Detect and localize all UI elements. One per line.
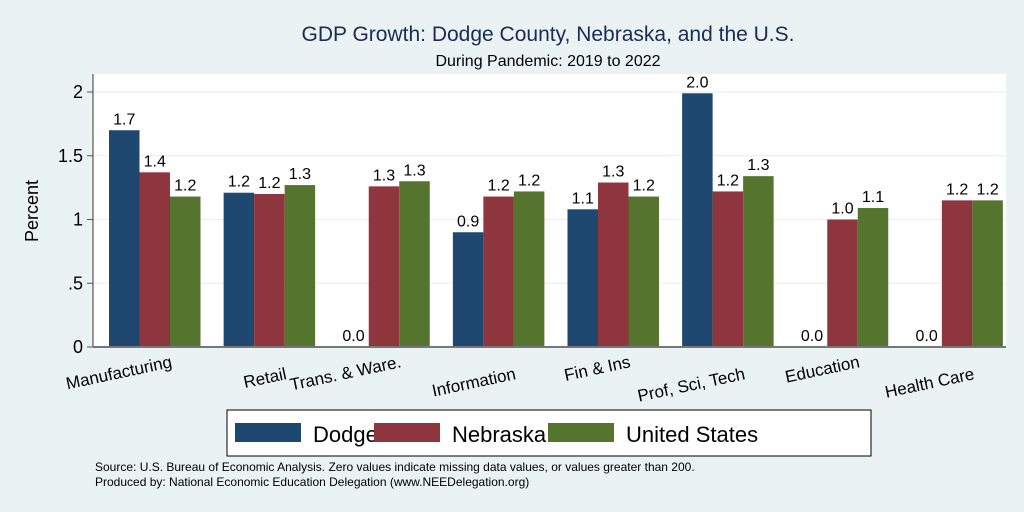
bar-value-label: 1.2 [488,178,510,195]
bar-value-label: 1.3 [403,162,425,179]
bar-united-states [743,176,774,347]
y-tick-label: 2 [73,82,83,102]
y-tick-label: .5 [68,273,83,293]
bar-value-label: 1.2 [174,178,196,195]
source-note: Source: U.S. Bureau of Economic Analysis… [95,460,695,474]
bar-labels: 1.7 1.4 1.2 1.2 1.2 1.3 0.0 1.3 1.3 0.9 1.2 1.2 1.1 1… [113,74,999,345]
bar-value-label: 1.1 [862,189,884,206]
bar-value-label: 1.2 [946,181,968,198]
x-category-label: Manufacturing [64,352,173,393]
bar-value-label: 1.2 [228,174,250,191]
legend-label: Nebraska [452,422,547,447]
y-tick-label: 1 [73,210,83,230]
bar-value-label: 1.0 [831,201,853,218]
x-category-label: Health Care [883,364,976,401]
bar-value-label: 1.2 [977,181,999,198]
bar-united-states [857,208,889,347]
bar-value-label: 0.9 [457,213,479,230]
bar-value-label: 0.0 [801,328,823,345]
bar-united-states [399,181,430,347]
chart-title: GDP Growth: Dodge County, Nebraska, and … [302,23,795,46]
produced-by-note: Produced by: National Economic Education… [95,475,529,489]
bar-nebraska [598,182,629,347]
x-category-label: Fin & Ins [563,352,633,385]
x-category-label: Retail [242,364,288,392]
bar-united-states [170,196,201,347]
bar-value-label: 1.3 [602,164,624,181]
category-labels: Manufacturing Retail Trans. & Ware. Informa… [64,352,976,405]
bar-dodge [223,192,255,347]
legend-swatch [548,423,614,442]
bar-value-label: 1.2 [633,178,655,195]
bar-nebraska [483,196,514,347]
bar-united-states [513,191,545,347]
bar-value-label: 1.2 [518,172,540,189]
bar-dodge [567,209,598,347]
bar-value-label: 1.1 [572,190,594,207]
bar-nebraska [139,172,170,347]
legend-swatch [374,423,440,442]
bar-value-label: 1.2 [258,175,280,192]
bar-nebraska [254,194,285,347]
x-category-label: Prof, Sci, Tech [636,364,747,405]
bar-value-label: 1.7 [113,111,135,128]
bar-value-label: 1.3 [373,167,395,184]
legend-label: Dodge [313,422,378,447]
legend: Dodge Nebraska United States [226,409,872,457]
bar-nebraska [827,219,858,347]
bar-value-label: 1.4 [144,153,166,170]
x-category-label: Information [430,364,517,400]
bars [109,93,1003,348]
bar-value-label: 1.2 [717,172,739,189]
y-tick-label: 1.5 [58,146,83,166]
bar-nebraska [941,200,973,347]
bar-dodge [109,130,140,347]
bar-united-states [284,185,316,347]
bar-dodge [452,232,484,347]
bar-nebraska [712,191,744,347]
x-category-label: Trans. & Ware. [288,352,403,394]
chart-subtitle: During Pandemic: 2019 to 2022 [435,53,660,70]
bar-nebraska [368,186,400,347]
x-category-label: Education [783,352,861,386]
y-axis-title: Percent [22,180,42,242]
bar-value-label: 1.3 [747,157,769,174]
bar-united-states [628,196,659,347]
legend-label: United States [626,422,758,447]
y-tick-label: 0 [73,337,83,357]
bar-united-states [972,200,1003,347]
bar-dodge [682,93,713,348]
legend-swatch [235,423,301,442]
bar-value-label: 1.3 [289,166,311,183]
bar-value-label: 2.0 [686,74,708,91]
bar-value-label: 0.0 [342,328,364,345]
axes: 0 .5 1 1.5 2 [58,74,1006,357]
bar-value-label: 0.0 [916,328,938,345]
